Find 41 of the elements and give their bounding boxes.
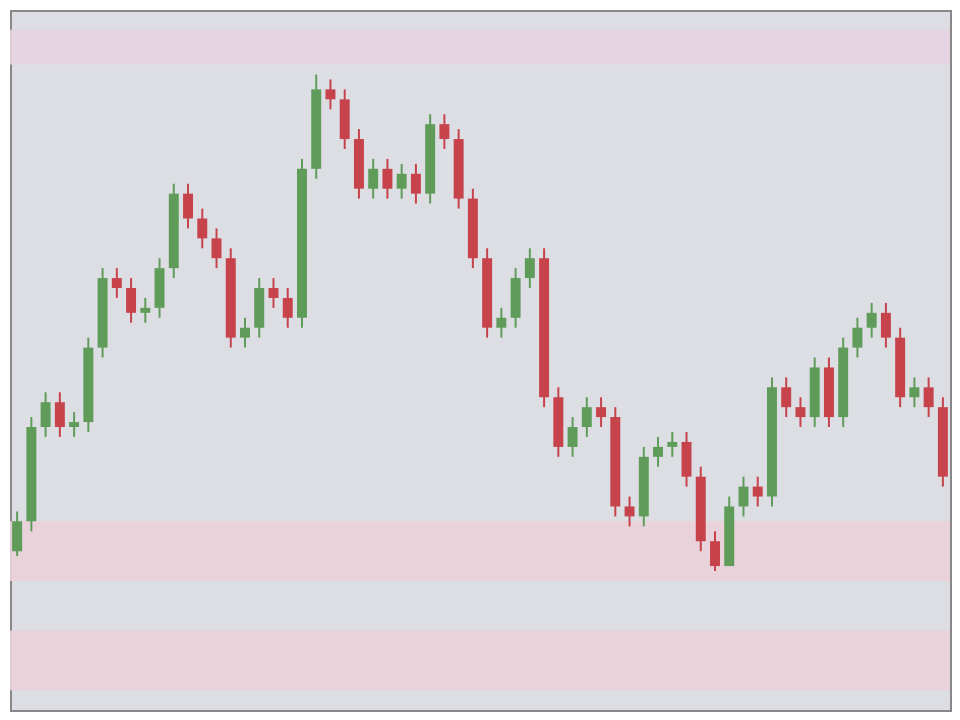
candlestick bbox=[240, 316, 250, 349]
candlestick bbox=[382, 157, 393, 200]
candlestick bbox=[339, 88, 350, 150]
candlestick bbox=[12, 510, 23, 558]
candlestick bbox=[909, 376, 920, 409]
candlestick bbox=[254, 277, 265, 339]
candlestick bbox=[282, 287, 293, 329]
candlestick bbox=[852, 316, 863, 359]
candlestick bbox=[866, 301, 877, 339]
candlestick bbox=[111, 267, 122, 299]
candlestick bbox=[567, 416, 578, 458]
candlestick bbox=[524, 247, 535, 289]
candlestick bbox=[681, 431, 692, 488]
candlestick bbox=[211, 227, 222, 270]
candlestick bbox=[496, 306, 507, 339]
candlestick bbox=[439, 113, 450, 150]
candlestick bbox=[268, 277, 279, 309]
candlestick bbox=[396, 162, 407, 200]
candlestick bbox=[69, 411, 80, 438]
candlestick bbox=[510, 267, 521, 329]
candlestick bbox=[653, 435, 664, 468]
candlestick bbox=[325, 78, 336, 111]
candlestick bbox=[624, 495, 635, 528]
candlestick bbox=[154, 257, 165, 319]
candlestick bbox=[40, 391, 51, 438]
candlestick bbox=[752, 475, 763, 508]
candlestick bbox=[880, 301, 891, 349]
candlestick bbox=[795, 396, 806, 429]
candlestick bbox=[667, 431, 678, 458]
candlestick bbox=[54, 391, 65, 438]
candlestick bbox=[581, 396, 592, 438]
candlestick bbox=[197, 207, 208, 250]
candlestick bbox=[368, 157, 379, 200]
candlestick bbox=[710, 530, 720, 573]
candlestick bbox=[140, 296, 151, 324]
candlestick bbox=[183, 182, 194, 230]
candlestick bbox=[781, 376, 792, 419]
candlestick bbox=[923, 376, 934, 419]
candlestick bbox=[126, 277, 137, 324]
candlestick bbox=[410, 162, 421, 205]
candlestick bbox=[596, 396, 607, 429]
